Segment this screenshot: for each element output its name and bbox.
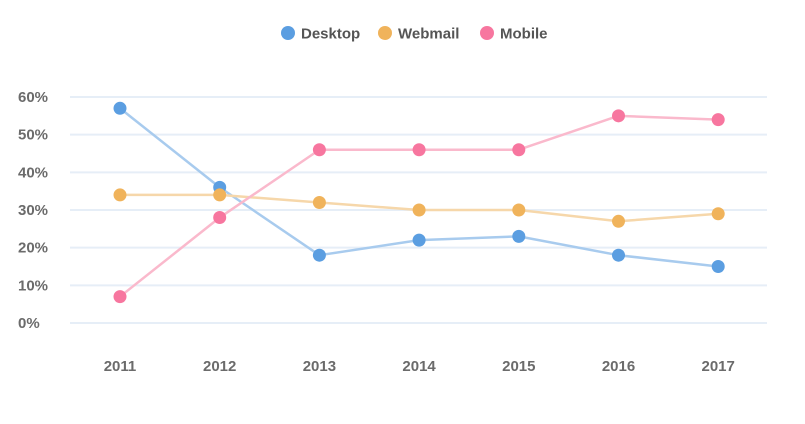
legend-marker-desktop bbox=[281, 26, 295, 40]
webmail-data-point bbox=[113, 188, 127, 202]
mobile-data-point bbox=[612, 109, 625, 123]
x-tick-label: 2011 bbox=[104, 358, 137, 375]
mobile-data-point bbox=[312, 143, 326, 157]
grid bbox=[70, 96, 767, 324]
legend-item-desktop: Desktop bbox=[281, 26, 360, 43]
mobile-data-point bbox=[113, 290, 127, 304]
desktop-data-point bbox=[711, 260, 725, 273]
desktop-data-point bbox=[412, 233, 426, 247]
x-tick-label: 2015 bbox=[502, 358, 535, 375]
webmail-data-point bbox=[213, 188, 227, 202]
mobile-data-point bbox=[412, 143, 426, 157]
legend-label-mobile: Mobile bbox=[500, 26, 548, 43]
webmail-data-point bbox=[612, 214, 625, 228]
mobile-data-point bbox=[512, 143, 526, 157]
legend-marker-mobile bbox=[480, 26, 494, 40]
mobile-data-point bbox=[711, 113, 725, 127]
series-lines bbox=[119, 107, 719, 298]
webmail-data-point bbox=[312, 195, 326, 209]
desktop-data-point bbox=[612, 248, 625, 262]
desktop-data-point bbox=[512, 229, 526, 243]
mobile-data-point bbox=[213, 211, 227, 225]
legend-item-mobile: Mobile bbox=[480, 26, 548, 43]
legend-marker-webmail bbox=[378, 26, 392, 40]
y-tick-label: 50% bbox=[18, 127, 48, 144]
x-axis-ticks: 2011 2012 2013 2014 2015 2016 2017 bbox=[104, 358, 735, 375]
webmail-data-point bbox=[711, 207, 725, 221]
y-tick-label: 10% bbox=[18, 277, 48, 294]
series-points bbox=[113, 101, 725, 304]
desktop-data-point bbox=[312, 248, 326, 262]
legend-item-webmail: Webmail bbox=[378, 26, 459, 43]
x-tick-label: 2014 bbox=[402, 358, 436, 375]
y-axis-ticks: 0% 10% 20% 30% 40% 50% 60% bbox=[18, 89, 48, 332]
y-tick-label: 30% bbox=[18, 202, 48, 219]
desktop-data-point bbox=[113, 101, 127, 115]
x-tick-label: 2017 bbox=[702, 358, 735, 375]
x-tick-label: 2012 bbox=[203, 358, 236, 375]
webmail-data-point bbox=[512, 203, 526, 217]
x-tick-label: 2013 bbox=[303, 358, 336, 375]
y-tick-label: 40% bbox=[18, 164, 48, 181]
x-tick-label: 2016 bbox=[602, 358, 635, 375]
webmail-data-point bbox=[412, 203, 426, 217]
legend-label-desktop: Desktop bbox=[301, 26, 360, 43]
y-tick-label: 20% bbox=[18, 240, 48, 257]
legend: Desktop Webmail Mobile bbox=[281, 26, 548, 43]
y-tick-label: 60% bbox=[18, 89, 48, 106]
y-tick-label: 0% bbox=[18, 315, 40, 332]
legend-label-webmail: Webmail bbox=[398, 26, 459, 43]
